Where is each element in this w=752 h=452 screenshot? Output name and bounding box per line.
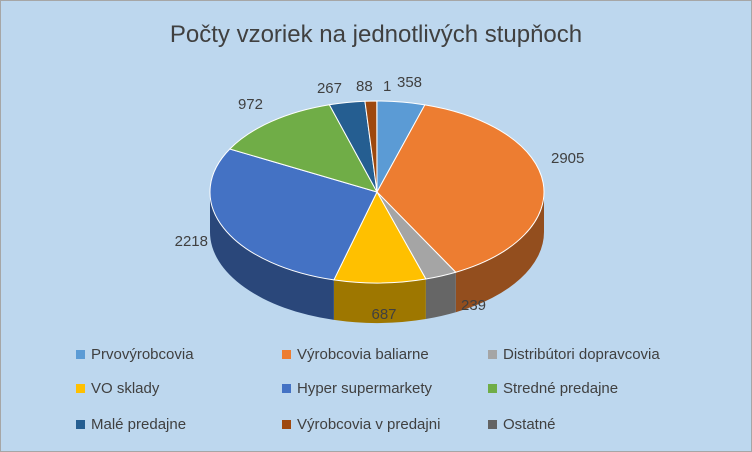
pie-slice-hyper-supermarkety bbox=[209, 148, 378, 281]
chart-title: Počty vzoriek na jednotlivých stupňoch bbox=[169, 21, 583, 48]
legend-item-vyrobcovia-baliarne: Výrobcovia baliarne bbox=[282, 346, 429, 363]
legend-item-stredne-predajne: Stredné predajne bbox=[488, 380, 618, 397]
legend-label: VO sklady bbox=[91, 380, 160, 397]
legend-label: Malé predajne bbox=[91, 416, 187, 433]
legend-item-male-predajne: Malé predajne bbox=[76, 416, 186, 433]
data-label-vo-sklady: 687 bbox=[371, 306, 396, 323]
data-label-stredne-predajne: 972 bbox=[238, 96, 263, 113]
legend-swatch bbox=[488, 420, 497, 429]
legend-label: Prvovýrobcovia bbox=[91, 346, 194, 363]
legend-swatch bbox=[76, 420, 85, 429]
legend-label: Distribútori dopravcovia bbox=[503, 346, 660, 363]
data-label-male-predajne: 267 bbox=[317, 80, 342, 97]
pie-side-distributori-dopravcovia bbox=[425, 272, 456, 320]
legend-label: Ostatné bbox=[503, 416, 556, 433]
data-label-vyrobcovia-baliarne: 2905 bbox=[551, 150, 584, 167]
pie-chart: 358 2905 239 687 2218 972 267 88 1 bbox=[175, 74, 584, 323]
legend-label: Stredné predajne bbox=[503, 380, 619, 397]
legend-swatch bbox=[76, 350, 85, 359]
data-label-hyper-supermarkety: 2218 bbox=[175, 233, 208, 250]
data-label-distributori-dopravcovia: 239 bbox=[461, 297, 486, 314]
data-label-ostatne: 1 bbox=[383, 78, 391, 95]
legend-item-ostatne: Ostatné bbox=[488, 416, 556, 433]
pie-slice-vo-sklady bbox=[333, 190, 427, 284]
legend-item-vo-sklady: VO sklady bbox=[76, 380, 159, 397]
legend-item-prvovyrobcovia: Prvovýrobcovia bbox=[76, 346, 194, 363]
legend-label: Výrobcovia v predajni bbox=[297, 416, 441, 433]
data-label-vyrobcovia-v-predajni: 88 bbox=[356, 78, 373, 95]
legend-item-distributori-dopravcovia: Distribútori dopravcovia bbox=[488, 346, 660, 363]
pie-slice-stredne-predajne bbox=[228, 104, 379, 193]
legend-swatch bbox=[76, 384, 85, 393]
legend-label: Výrobcovia baliarne bbox=[297, 346, 429, 363]
legend-swatch bbox=[282, 350, 291, 359]
legend-item-vyrobcovia-v-predajni: Výrobcovia v predajni bbox=[282, 416, 440, 433]
legend-swatch bbox=[282, 420, 291, 429]
legend-swatch bbox=[282, 384, 291, 393]
pie-side-vo-sklady bbox=[333, 279, 426, 323]
legend-item-hyper-supermarkety: Hyper supermarkety bbox=[282, 380, 432, 397]
legend-swatch bbox=[488, 350, 497, 359]
legend-swatch bbox=[488, 384, 497, 393]
legend-label: Hyper supermarkety bbox=[297, 380, 433, 397]
pie-side-hyper-supermarkety bbox=[210, 192, 334, 320]
data-label-prvovyrobcovia: 358 bbox=[397, 74, 422, 91]
pie-side-vyrobcovia-baliarne bbox=[455, 192, 544, 313]
pie-slice-vyrobcovia-baliarne bbox=[376, 104, 545, 273]
